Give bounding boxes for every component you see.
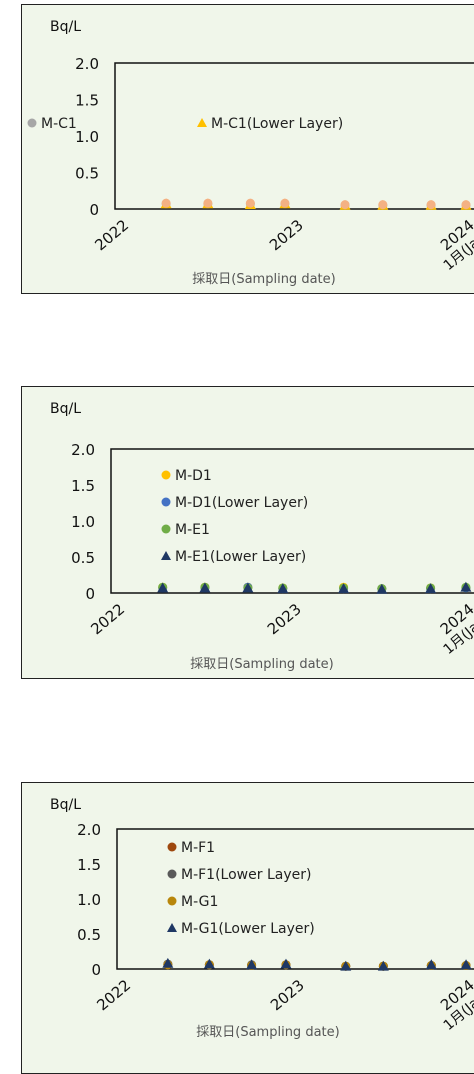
data-point <box>162 957 174 968</box>
y-tick-label: 1.0 <box>71 513 95 531</box>
y-tick-label: 1.5 <box>71 477 95 495</box>
data-point <box>426 200 436 210</box>
y-tick-label: 1.5 <box>77 856 101 874</box>
data-point <box>277 583 289 594</box>
x-tick-label: 2023 <box>264 600 305 638</box>
x-tick-label: 2022 <box>91 216 132 254</box>
y-tick-label: 0 <box>91 961 101 979</box>
data-point <box>340 960 352 971</box>
y-tick-label: 2.0 <box>75 55 99 73</box>
y-tick-label: 0.5 <box>71 549 95 567</box>
data-point <box>157 582 169 593</box>
legend-label: M-G1 <box>181 894 218 910</box>
y-unit-label: Bq/L <box>50 401 81 417</box>
data-point <box>425 959 437 970</box>
legend-label: M-D1 <box>175 468 212 484</box>
y-tick-label: 0.5 <box>77 926 101 944</box>
legend-marker <box>161 497 171 507</box>
y-tick-label: 1.0 <box>77 891 101 909</box>
x-axis-title: 採取日(Sampling date) <box>196 1025 339 1040</box>
legend-marker <box>197 118 207 127</box>
data-point <box>280 958 292 969</box>
y-tick-label: 1.0 <box>75 128 99 146</box>
data-point <box>460 581 472 592</box>
y-tick-label: 2.0 <box>77 821 101 839</box>
legend-marker <box>161 524 171 534</box>
data-point <box>203 958 215 969</box>
y-tick-label: 0.5 <box>75 165 99 183</box>
y-tick-label: 0 <box>85 585 95 603</box>
legend-label: M-F1 <box>181 840 215 856</box>
y-tick-label: 0 <box>89 201 99 219</box>
data-point <box>338 583 350 594</box>
legend-label: M-E1(Lower Layer) <box>175 549 306 565</box>
data-point <box>460 959 472 970</box>
legend-label: M-C1 <box>41 116 77 132</box>
x-tick-label: 2022 <box>87 600 128 638</box>
x-axis-title: 採取日(Sampling date) <box>190 657 333 672</box>
data-point <box>280 198 290 208</box>
plot-area <box>110 448 474 594</box>
chart-panel-3: Bq/L 2.0 1.5 1.0 0.5 0 2022 2023 2024 1月(Jan) 採取日(… <box>21 782 474 1074</box>
x-tick-label: 2023 <box>267 976 308 1014</box>
data-point <box>340 200 350 210</box>
legend-marker <box>167 923 177 932</box>
data-point <box>161 198 171 208</box>
legend-marker <box>167 869 177 879</box>
data-point <box>378 200 388 210</box>
legend-marker <box>167 896 177 906</box>
y-unit-label: Bq/L <box>50 19 81 35</box>
data-point <box>203 198 213 208</box>
data-point <box>242 582 254 593</box>
legend-marker <box>161 551 171 560</box>
legend-marker <box>27 118 37 128</box>
chart-panel-1: Bq/L 2.0 1.5 1.0 0.5 0 2022 2023 2024 1月(Jan) 採取日(… <box>21 4 474 294</box>
legend-label: M-G1(Lower Layer) <box>181 921 315 937</box>
data-point <box>461 200 471 210</box>
legend-marker <box>161 470 171 480</box>
data-point <box>199 582 211 593</box>
x-axis-title: 採取日(Sampling date) <box>192 272 335 287</box>
legend-label: M-E1 <box>175 522 210 538</box>
y-tick-label: 2.0 <box>71 441 95 459</box>
legend-label: M-D1(Lower Layer) <box>175 495 308 511</box>
x-tick-label: 2023 <box>266 216 307 254</box>
legend-label: M-F1(Lower Layer) <box>181 867 311 883</box>
y-tick-label: 1.5 <box>75 92 99 110</box>
legend-marker <box>167 842 177 852</box>
data-point <box>246 959 258 970</box>
legend-label: M-C1(Lower Layer) <box>211 116 343 132</box>
chart-panel-2: Bq/L 2.0 1.5 1.0 0.5 0 2022 2023 2024 1月(Jan) 採取日(… <box>21 386 474 679</box>
y-unit-label: Bq/L <box>50 797 81 813</box>
x-tick-label: 2022 <box>93 976 134 1014</box>
data-point <box>425 583 437 594</box>
data-point <box>245 198 255 208</box>
data-point <box>376 583 388 594</box>
plot-area <box>116 828 474 970</box>
data-point <box>377 960 389 971</box>
plot-area <box>114 62 474 210</box>
